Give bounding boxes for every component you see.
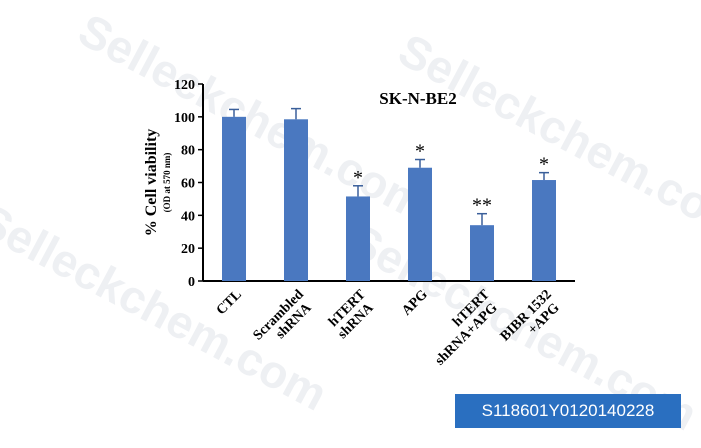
significance-marker: * <box>539 154 549 176</box>
bar <box>222 116 246 281</box>
significance-marker: ** <box>472 195 492 217</box>
significance-marker: * <box>353 167 363 189</box>
y-tick-label: 80 <box>181 144 195 159</box>
bar <box>532 180 556 281</box>
chart-title: SK-N-BE2 <box>379 89 456 108</box>
product-id-badge: S118601Y0120140228 <box>455 394 681 428</box>
y-tick-label: 60 <box>181 177 195 192</box>
y-axis-label: % Cell viability <box>143 129 160 237</box>
y-tick-label: 120 <box>174 78 195 93</box>
bar <box>470 225 494 281</box>
x-tick-label: CTL <box>214 287 245 318</box>
significance-marker: * <box>415 141 425 163</box>
x-tick-label: hTERTshRNA <box>325 287 380 342</box>
x-tick-label: hTERTshRNA+APG <box>422 287 504 369</box>
y-axis-sublabel: (OD at 570 nm) <box>162 153 172 213</box>
bar <box>284 119 308 281</box>
y-tick-label: 40 <box>181 209 195 224</box>
y-tick-label: 100 <box>174 111 195 126</box>
bar <box>408 167 432 281</box>
x-tick-label: APG <box>399 287 431 319</box>
x-tick-label: ScrambledshRNA <box>251 287 318 354</box>
y-tick-label: 20 <box>181 242 195 257</box>
bar <box>346 196 370 281</box>
x-tick-label: BIBR 1532+APG <box>498 287 566 355</box>
y-tick-label: 0 <box>188 275 195 290</box>
